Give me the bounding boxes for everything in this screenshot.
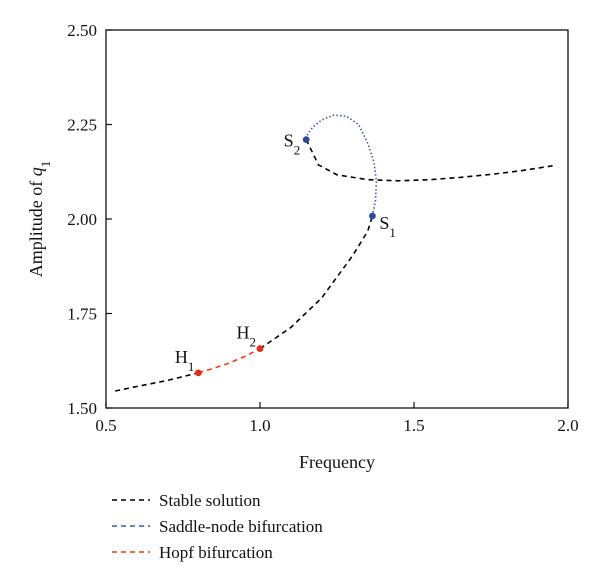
point-label: H1 xyxy=(175,347,195,374)
y-tick-label: 1.75 xyxy=(67,305,97,324)
y-axis-label-base: Amplitude of xyxy=(26,176,46,277)
y-axis-label-var: q xyxy=(26,167,46,176)
x-tick-label: 1.5 xyxy=(403,416,424,435)
y-tick-label: 2.50 xyxy=(67,21,97,40)
series-line xyxy=(259,215,374,350)
legend-entry: Stable solution xyxy=(159,491,261,510)
x-tick-label: 2.0 xyxy=(557,416,578,435)
series-line xyxy=(115,372,199,392)
point-label-letter: H xyxy=(237,323,250,343)
curves xyxy=(115,114,556,392)
point-label-letter: H xyxy=(175,347,188,367)
point-label-letter: S xyxy=(284,131,294,151)
legend-entry: Saddle-node bifurcation xyxy=(159,517,323,536)
y-axis-label: Amplitude of q1 xyxy=(26,161,53,278)
bifurcation-point xyxy=(369,212,376,220)
axes: 0.5 1.0 1.5 2.0 1.50 1.75 2.00 2.25 2.50 xyxy=(67,21,578,435)
point-label-sub: 1 xyxy=(389,224,396,239)
point-label: S1 xyxy=(379,213,396,240)
y-tick-label: 1.50 xyxy=(67,399,97,418)
point-label-sub: 1 xyxy=(188,358,195,373)
y-tick-label: 2.25 xyxy=(67,116,97,135)
y-tick-label: 2.00 xyxy=(67,210,97,229)
bifurcation-point xyxy=(302,136,310,144)
legend-entry: Hopf bifurcation xyxy=(159,543,273,562)
series-line xyxy=(198,347,261,374)
y-axis-label-sub: 1 xyxy=(38,161,53,168)
point-label: H2 xyxy=(237,323,257,350)
bifurcation-point xyxy=(256,345,264,353)
point-label-sub: 2 xyxy=(294,142,301,157)
series-line xyxy=(305,114,378,217)
x-tick-label: 0.5 xyxy=(95,416,116,435)
series-line xyxy=(305,139,556,182)
legend: Stable solution Saddle-node bifurcation Ho… xyxy=(112,491,323,562)
x-tick-label: 1.0 xyxy=(249,416,270,435)
point-label-sub: 2 xyxy=(250,334,257,349)
point-label-letter: S xyxy=(379,213,389,233)
x-axis-label: Frequency xyxy=(299,452,375,472)
bifurcation-point xyxy=(195,369,202,377)
point-label: S2 xyxy=(284,131,301,158)
